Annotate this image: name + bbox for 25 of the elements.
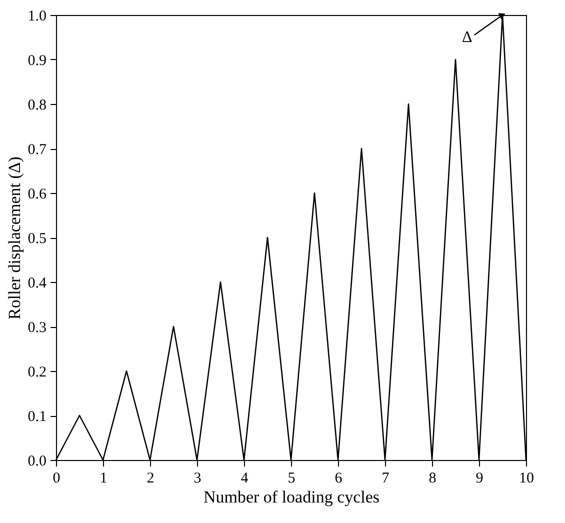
y-tick-label: 0.6 <box>28 186 47 202</box>
y-tick-label: 0.9 <box>28 53 46 69</box>
y-tick-label: 0.4 <box>28 276 47 292</box>
x-tick-label: 9 <box>476 470 484 486</box>
x-tick-label: 7 <box>382 470 390 486</box>
y-axis-title: Roller displacement (Δ) <box>4 156 24 320</box>
y-tick-label: 0.7 <box>28 142 47 158</box>
y-tick-label: 1.0 <box>28 8 46 24</box>
x-tick-label: 3 <box>194 470 202 486</box>
x-tick-label: 0 <box>52 470 60 486</box>
annotation: Δ <box>462 29 472 46</box>
x-tick-label: 6 <box>334 470 343 486</box>
y-tick-label: 0.5 <box>28 231 46 247</box>
y-tick-label: 0.3 <box>28 320 46 336</box>
x-tick-label: 8 <box>428 470 436 486</box>
y-tick-label: 0.8 <box>28 98 46 114</box>
x-tick-label: 10 <box>519 470 534 486</box>
x-tick-label: 5 <box>288 470 296 486</box>
x-axis-title: Number of loading cycles <box>203 488 380 506</box>
x-tick-label: 4 <box>240 470 249 486</box>
y-tick-label: 0.0 <box>28 454 46 470</box>
y-tick-label: 0.2 <box>28 364 46 380</box>
x-tick-label: 1 <box>100 470 108 486</box>
y-tick-label: 0.1 <box>28 409 46 425</box>
x-tick-label: 2 <box>146 470 154 486</box>
